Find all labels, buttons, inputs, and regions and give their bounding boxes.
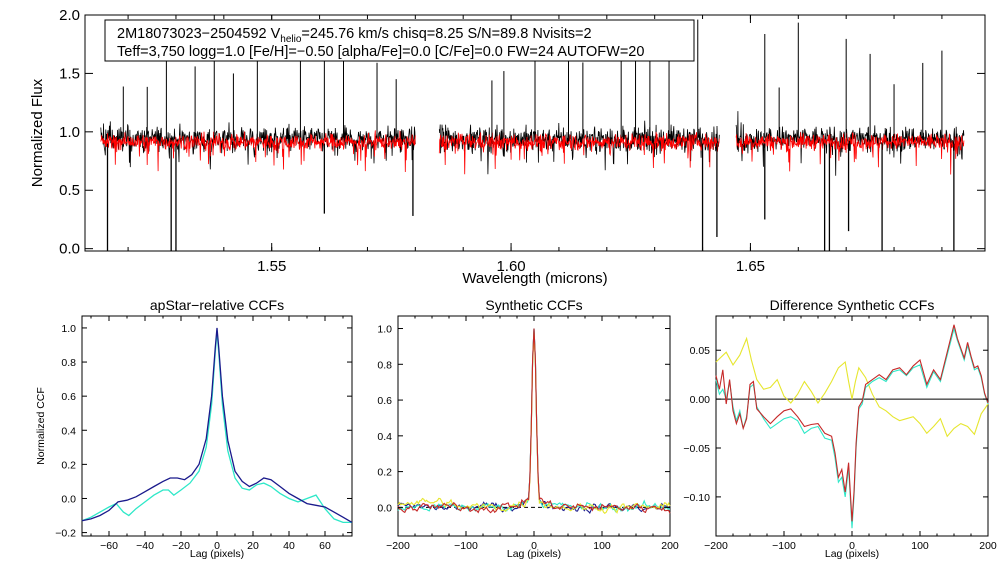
y-tick-label: 0.8 [377,359,392,371]
info-line-1-b: =245.76 km/s chisq=8.25 S/N=89.8 Nvisits… [301,26,591,42]
info-box-frame [104,19,695,62]
x-tick-label: −20 [172,540,190,552]
x-tick-label: 1.65 [736,258,765,275]
difference-series-cyan [715,326,989,529]
y-tick-label: 0.2 [377,467,392,479]
x-tick-label: −200 [386,540,410,552]
spectrum-series-model [100,130,416,173]
apstar-ccf-frame [81,315,353,537]
apstar-ccf-xlabel: Lag (pixels) [190,548,244,560]
spectrum-series-model [735,132,965,175]
y-tick-label: 0.4 [377,431,392,443]
apstar-series-navy [81,327,353,523]
info-line-2: Teff=3,750 logg=1.0 [Fe/H]=−0.50 [alpha/… [117,44,644,60]
x-tick-label: −40 [136,540,154,552]
synthetic-ccf-xlabel: Lag (pixels) [507,548,561,560]
apstar-ccf-ylabel: Normalized CCF [35,387,47,465]
y-tick-label: 1.0 [61,323,76,335]
x-tick-label: 1.60 [496,258,525,275]
y-tick-label: −0.2 [55,528,76,540]
info-line-1-sub: helio [280,34,302,45]
spectrum-series-observed [438,120,720,175]
difference-ccf-frame [715,315,989,537]
y-tick-label: −0.05 [683,443,710,455]
synthetic-series-navy [397,328,671,515]
synthetic-series-red [397,328,671,514]
spectrum-panel: 1.55 1.60 1.65 0.0 0.5 1.0 1.5 2.0 Wavelength (… [29,7,986,287]
x-tick-label: 0 [849,540,855,552]
y-tick-label: 0.6 [377,395,392,407]
y-tick-label: 2.0 [59,7,80,24]
apstar-series-cyan [81,331,352,524]
spectrum-xlabel: Wavelength (microns) [462,270,607,287]
y-tick-label: 0.8 [61,357,76,369]
y-tick-label: 0.6 [61,391,76,403]
spectrum-plot-frame [84,14,986,252]
x-tick-label: 40 [283,540,295,552]
x-tick-label: 100 [593,540,611,552]
difference-ccf-xlabel: Lag (pixels) [825,548,879,560]
x-tick-label: −200 [704,540,728,552]
x-tick-label: −100 [772,540,796,552]
info-line-1: 2M18073023−2504592 Vhelio=245.76 km/s ch… [117,26,592,45]
difference-ccf-title: Difference Synthetic CCFs [770,297,935,313]
y-tick-label: 0.0 [61,493,76,505]
y-tick-label: 1.5 [59,65,80,82]
y-tick-label: 0.2 [61,459,76,471]
y-tick-label: −0.10 [683,492,710,504]
y-tick-label: 0.5 [59,182,80,199]
difference-ccf-panel: Difference Synthetic CCFs −200 −100 0 100 20… [683,297,996,560]
spectrum-series-model [438,131,720,175]
x-tick-label: −60 [100,540,118,552]
x-tick-label: 100 [911,540,929,552]
y-tick-label: 0.05 [690,345,711,357]
x-tick-label: 60 [319,540,331,552]
x-tick-label: 0 [531,540,537,552]
synthetic-ccf-title: Synthetic CCFs [485,297,582,313]
x-tick-label: 20 [247,540,259,552]
synthetic-ccf-panel: Synthetic CCFs −200 −100 0 100 200 0.0 0.2 0.4 0… [377,297,679,560]
synthetic-series-cyan [397,328,671,513]
y-tick-label: 0.00 [690,394,711,406]
spectrum-ylabel: Normalized Flux [29,78,46,187]
x-tick-label: 1.55 [257,258,286,275]
y-tick-label: 0.0 [59,241,80,258]
difference-series-red [715,324,989,522]
synthetic-ccf-frame [397,315,671,537]
apstar-ccf-panel: apStar−relative CCFs −60 −40 −20 0 20 40 60 −0.… [35,297,353,560]
y-tick-label: 0.4 [61,425,76,437]
x-tick-label: 0 [214,540,220,552]
x-tick-label: 200 [661,540,679,552]
info-box: 2M18073023−2504592 Vhelio=245.76 km/s ch… [104,19,695,62]
synthetic-series-yellow [397,332,671,515]
apstar-ccf-title: apStar−relative CCFs [150,297,284,313]
y-tick-label: 0.0 [377,502,392,514]
difference-series-yellow [715,336,989,438]
x-tick-label: 200 [979,540,997,552]
y-tick-label: 1.0 [377,324,392,336]
x-tick-label: −100 [454,540,478,552]
info-line-1-a: 2M18073023−2504592 V [117,26,281,42]
y-tick-label: 1.0 [59,124,80,141]
